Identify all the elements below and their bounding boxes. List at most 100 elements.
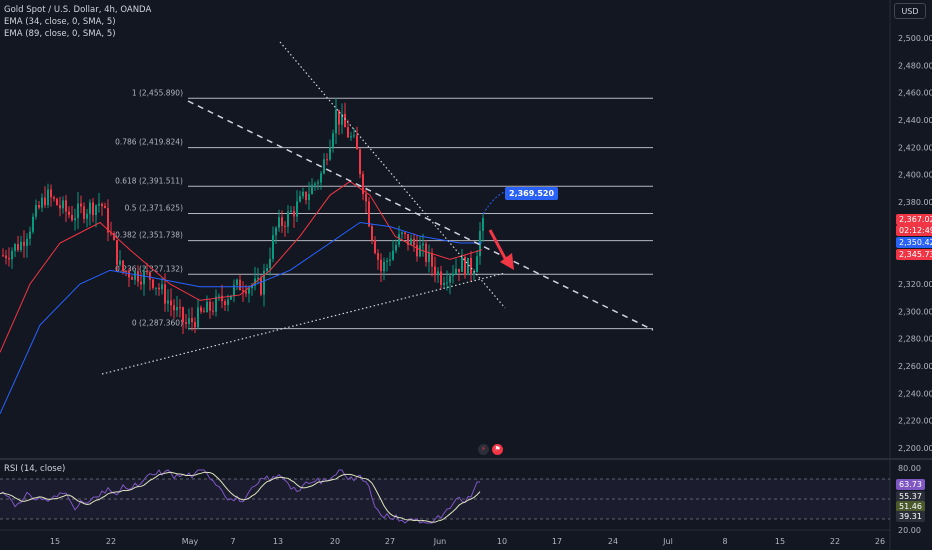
rsi-axis-label: 20.00: [898, 526, 921, 535]
candle-body: [188, 318, 190, 324]
candle-body: [233, 285, 235, 296]
event-icons[interactable]: ⚡ ⚑: [478, 444, 503, 455]
candle-body: [341, 113, 343, 125]
currency-button[interactable]: USD: [894, 3, 926, 19]
candle-body: [332, 133, 334, 148]
candle-body: [434, 266, 436, 276]
rsi-axis-label: 80.00: [898, 464, 921, 473]
candle-body: [14, 244, 16, 251]
candle-body: [263, 270, 265, 295]
candle-body: [206, 301, 208, 313]
candle-body: [164, 284, 166, 304]
candle-body: [200, 307, 202, 312]
candle-body: [308, 193, 310, 201]
candle-body: [155, 287, 157, 289]
candle-body: [191, 318, 193, 322]
candle-body: [221, 295, 223, 302]
candle-body: [365, 194, 367, 202]
price-axis-label: 2,400.000: [898, 171, 932, 180]
candle-body: [152, 279, 154, 288]
fibonacci-retracement[interactable]: 1 (2,455.890) 0.786 (2,419.824) 0.618 (2,3…: [115, 88, 653, 330]
candle-body: [32, 216, 34, 232]
rsi-ma-line: [0, 471, 481, 523]
lightning-icon[interactable]: ⚡: [478, 444, 489, 455]
time-axis[interactable]: 15 22 May 7 13 20 27 Jun 10 17 24 Jul 8 15 22 26: [50, 537, 885, 546]
candle-body: [68, 211, 70, 215]
candle-body: [473, 272, 475, 275]
ema89-price-tag: 2,350.424: [896, 237, 932, 248]
candle-body: [278, 217, 280, 228]
candle-body: [194, 321, 196, 328]
time-axis-label: 20: [330, 537, 340, 546]
candle-body: [464, 257, 466, 275]
candle-body: [344, 113, 346, 128]
symbol-title[interactable]: Gold Spot / U.S. Dollar, 4h, OANDA: [4, 5, 152, 15]
candle-body: [185, 322, 187, 324]
candle-body: [59, 205, 61, 209]
dotted-support-line: [101, 272, 506, 375]
target-callout[interactable]: 2,369.520: [505, 187, 559, 200]
ema34-legend[interactable]: EMA (34, close, 0, SMA, 5): [4, 17, 116, 27]
candle-body: [86, 213, 88, 219]
candle-body: [425, 243, 427, 262]
candle-body: [23, 241, 25, 246]
candle-body: [410, 238, 412, 246]
candle-body: [389, 259, 391, 261]
projection-line: [482, 191, 506, 215]
candle-body: [290, 210, 292, 212]
candle-body: [317, 182, 319, 184]
candle-body: [305, 191, 307, 201]
candle-body: [323, 159, 325, 174]
rsi-value-tag: 63.73: [896, 479, 925, 490]
fib-level-label: 0.5 (2,371.625): [125, 203, 183, 212]
price-axis-label: 2,480.000: [898, 61, 932, 70]
candle-body: [11, 250, 13, 260]
candle-body: [377, 253, 379, 260]
candle-body: [431, 252, 433, 267]
price-axis-label: 2,280.000: [898, 335, 932, 344]
candle-body: [41, 197, 43, 208]
price-axis-label: 2,500.000: [898, 34, 932, 43]
candle-body: [125, 270, 127, 272]
candle-body: [275, 227, 277, 236]
candle-body: [329, 147, 331, 160]
candle-body: [401, 232, 403, 235]
candle-body: [374, 240, 376, 254]
rsi-line: [0, 469, 480, 524]
chart-legend[interactable]: Gold Spot / U.S. Dollar, 4h, OANDA EMA (…: [4, 4, 151, 40]
time-axis-label: 10: [497, 537, 507, 546]
flag-icon[interactable]: ⚑: [492, 444, 503, 455]
candle-body: [95, 205, 97, 216]
candle-body: [149, 272, 151, 280]
candle-body: [20, 241, 22, 251]
candle-body: [26, 238, 28, 246]
time-axis-label: 22: [830, 537, 840, 546]
candle-body: [248, 288, 250, 294]
price-axis-label: 2,240.000: [898, 389, 932, 398]
candle-body: [266, 268, 268, 271]
candle-body: [83, 206, 85, 219]
candle-body: [416, 245, 418, 257]
trendlines[interactable]: [101, 41, 654, 375]
candle-body: [404, 232, 406, 234]
time-axis-label: 13: [273, 537, 283, 546]
candle-body: [56, 198, 58, 206]
ema34-line: [0, 180, 483, 353]
candle-body: [398, 234, 400, 245]
down-arrow-head: [500, 253, 514, 270]
candle-body: [353, 135, 355, 137]
candle-body: [461, 257, 463, 272]
candle-body: [182, 307, 184, 323]
candle-body: [269, 258, 271, 269]
fib-level-label: 1 (2,455.890): [132, 88, 183, 97]
candle-body: [158, 287, 160, 290]
candle-body: [146, 271, 148, 273]
rsi-pane: 80.00 20.00: [0, 464, 921, 535]
candle-body: [128, 271, 130, 278]
candle-body: [449, 275, 451, 283]
candle-body: [380, 259, 382, 272]
time-axis-label: 7: [230, 537, 235, 546]
rsi-legend[interactable]: RSI (14, close): [4, 464, 66, 474]
ema89-legend[interactable]: EMA (89, close, 0, SMA, 5): [4, 29, 116, 39]
